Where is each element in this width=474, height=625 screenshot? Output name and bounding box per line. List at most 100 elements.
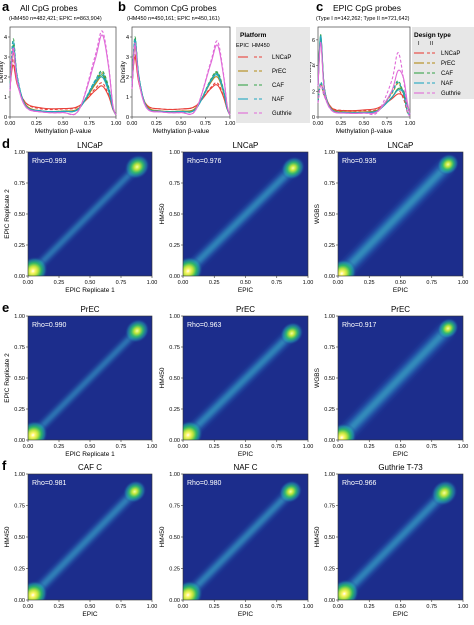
x-tick-label: 0.00 [178,280,189,286]
density-title-a: All CpG probes [20,3,78,13]
y-tick-label: 0.25 [169,567,180,573]
x-tick-label: 0.25 [54,444,65,450]
panel-letter-f: f [2,458,7,473]
x-tick-label: 0.50 [85,604,96,610]
y-tick-label: 1.00 [169,150,180,156]
x-tick-label: 1.00 [458,280,469,286]
heatmap-hotspot-low [28,256,48,276]
heatmap-guthrie-t73: Guthrie T-73 Rho=0.966 0.000.00 0.25 0.25 0.5… [314,463,468,618]
x-tick-label: 0.00 [23,444,34,450]
y-tick-label: 0.50 [324,212,335,218]
heatmap-hotspot-high [122,480,147,504]
y-tick-label: 2 [4,75,7,81]
x-tick-label: 0.50 [85,444,96,450]
panel-letter-a: a [2,0,10,14]
y-tick-label: 6 [312,38,315,44]
heatmap-x-label: EPIC [238,611,253,618]
y-tick-label: 0.00 [324,598,335,604]
y-tick-label: 0.00 [14,438,25,444]
y-tick-label: 0.00 [324,438,335,444]
legend-design-title: Design type [414,32,451,39]
heatmap-x-label: EPIC [393,451,408,458]
density-plot-area [131,26,231,118]
x-tick-label: 0.00 [333,280,344,286]
heatmap-density [28,154,150,276]
heatmap-title: CAF C [78,463,102,472]
heatmap-hotspot-low [338,258,357,276]
y-tick-label: 0.00 [169,598,180,604]
heatmap-prec-hm450: PrEC Rho=0.963 0.000.00 0.25 0.25 0.50 0.50 0.7… [159,305,313,458]
x-tick-label: 0.75 [116,280,127,286]
x-tick-label: 0.75 [426,444,437,450]
y-tick-label: 0.75 [169,345,180,351]
y-tick-label: 1.00 [324,150,335,156]
legend-item-caf: CAF [272,83,284,89]
x-tick-label: 0.25 [364,604,375,610]
x-tick-label: 0.00 [5,121,16,127]
heatmap-hotspot-high [437,317,459,339]
x-tick-label: 0.50 [240,280,251,286]
heatmap-x-label: EPIC [393,287,408,294]
heatmap-hotspot-low [183,580,203,600]
density-plot-common-cpg: 0.00 0.25 0.50 0.75 1.00 0 1 2 3 4 Methylation β-v… [120,26,235,135]
y-tick-label: 0.50 [169,535,180,541]
heatmap-y-label: HM450 [314,526,321,547]
density-plot-area [9,26,117,118]
x-tick-label: 0.50 [58,121,69,127]
y-tick-label: 1.00 [324,472,335,478]
y-tick-label: 1.00 [14,472,25,478]
density-subtitle-b: (HM450 n=450,161; EPIC n=450,161) [127,16,220,22]
x-tick-label: 0.25 [209,280,220,286]
legend-design: Design type I II LNCaP PrEC CAF NAF Guthrie [412,27,474,99]
y-tick-label: 0 [4,115,7,121]
legend-platform-col-epic: EPIC [236,43,249,49]
heatmap-density [183,156,306,276]
density-line-guthrie-hm450 [9,30,117,116]
legend-platform: Platform EPIC HM450 LNCaP PrEC CAF NAF Guthr… [236,27,310,123]
heatmap-x-label: EPIC [238,451,253,458]
x-tick-label: 0.50 [240,604,251,610]
heatmap-y-label: WGBS [314,367,321,388]
x-tick-label: 0.25 [54,280,65,286]
x-tick-label: 0.25 [209,604,220,610]
x-tick-label: 0.75 [271,280,282,286]
legend-item-prec: PrEC [441,61,456,67]
y-tick-label: 0 [126,115,129,121]
y-tick-label: 1.00 [14,314,25,320]
x-tick-label: 0.75 [271,604,282,610]
x-tick-label: 0.75 [200,121,211,127]
heatmap-hotspot-high [430,479,458,507]
heatmap-y-label: HM450 [159,203,166,224]
heatmap-density [28,318,150,440]
panel-letter-c: c [316,0,323,14]
heatmap-hotspot-high [124,318,150,344]
y-tick-label: 2 [312,89,315,95]
y-tick-label: 0.75 [169,504,180,510]
y-tick-label: 0.75 [324,181,335,187]
y-tick-label: 0.25 [324,567,335,573]
x-tick-label: 0.75 [116,604,127,610]
heatmap-title: LNCaP [233,141,259,150]
heatmap-hotspot-low [183,256,203,276]
density-line-guthrie-hm450 [131,40,231,116]
heatmap-rho: Rho=0.993 [32,158,67,165]
density-subtitle-a: (HM450 n=482,421; EPIC n=863,904) [9,16,102,22]
legend-item-lncap: LNCaP [441,51,460,57]
y-tick-label: 0.50 [14,376,25,382]
y-tick-label: 0.25 [169,243,180,249]
heatmap-density [183,480,303,600]
heatmap-rho: Rho=0.917 [342,322,377,329]
x-tick-label: 0.00 [178,604,189,610]
x-tick-label: 0.25 [364,280,375,286]
density-y-label: Density [120,60,127,82]
y-tick-label: 0.75 [324,345,335,351]
y-tick-label: 1 [126,95,129,101]
y-tick-label: 0.50 [169,212,180,218]
legend-design-col-i: I [418,41,420,47]
y-tick-label: 0.00 [169,274,180,280]
heatmap-title: PrEC [236,305,255,314]
legend-item-lncap: LNCaP [272,55,291,61]
density-line-guthrie-ii [317,52,411,117]
x-tick-label: 0.50 [176,121,187,127]
